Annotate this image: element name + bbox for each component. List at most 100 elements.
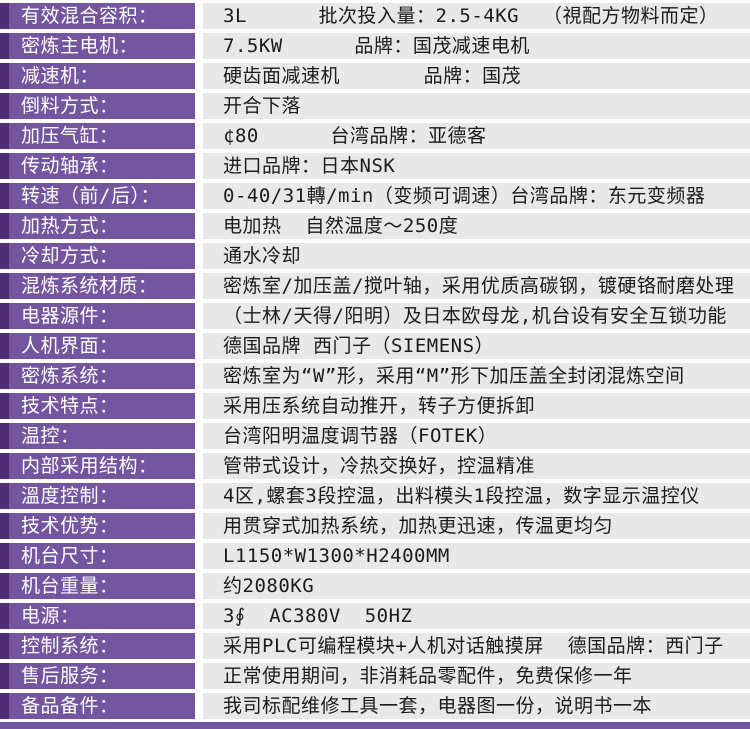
column-divider (195, 573, 203, 599)
table-row: 机台尺寸： L1150*W1300*H2400MM (0, 543, 750, 569)
column-divider (195, 33, 203, 59)
table-row: 加压气缸： ¢80 台湾品牌：亚德客 (0, 123, 750, 149)
table-row: 技术优势： 用贯穿式加热系统，加热更迅速，传温更均匀 (0, 513, 750, 539)
spec-value-cell: 管带式设计，冷热交换好，控温精准 (203, 453, 750, 479)
spec-value-cell: 3∮ AC380V 50HZ (203, 603, 750, 629)
spec-value-cell: 0-40/31轉/min（变频可调速）台湾品牌：东元变频器 (203, 183, 750, 209)
spec-value-cell: 采用压系统自动推开，转子方便拆卸 (203, 393, 750, 419)
table-row: 转速（前/后）： 0-40/31轉/min（变频可调速）台湾品牌：东元变频器 (0, 183, 750, 209)
spec-label-text: 温控： (21, 425, 80, 447)
column-divider (195, 93, 203, 119)
spec-value-text: 约2080KG (223, 575, 315, 597)
spec-label-text: 人机界面： (21, 335, 119, 357)
spec-value-text: 4区,螺套3段控温，出料模头1段控温，数字显示温控仪 (223, 485, 700, 507)
spec-label-cell: 电器源件： (0, 303, 195, 329)
table-row: 人机界面： 德国品牌 西门子（SIEMENS） (0, 333, 750, 359)
spec-label-text: 溫度控制： (21, 485, 119, 507)
column-divider (195, 633, 203, 659)
spec-value-cell: 通水冷却 (203, 243, 750, 269)
column-divider (195, 303, 203, 329)
spec-label-text: 电源： (21, 605, 80, 627)
spec-label-text: 冷却方式： (21, 245, 119, 267)
column-divider (195, 663, 203, 689)
spec-value-text: 我司标配维修工具一套，电器图一份，说明书一本 (223, 695, 653, 717)
spec-label-text: 加压气缸： (21, 125, 119, 147)
bottom-accent-bar (0, 722, 750, 729)
spec-label-cell: 机台尺寸： (0, 543, 195, 569)
spec-value-cell: 德国品牌 西门子（SIEMENS） (203, 333, 750, 359)
spec-label-text: 机台尺寸： (21, 545, 119, 567)
spec-label-text: 转速（前/后）： (21, 185, 160, 207)
column-divider (195, 153, 203, 179)
column-divider (195, 333, 203, 359)
spec-value-cell: 4区,螺套3段控温，出料模头1段控温，数字显示温控仪 (203, 483, 750, 509)
spec-value-cell: ¢80 台湾品牌：亚德客 (203, 123, 750, 149)
spec-value-text: 德国品牌 西门子（SIEMENS） (223, 335, 495, 357)
spec-label-text: 机台重量： (21, 575, 119, 597)
spec-value-text: 3∮ AC380V 50HZ (223, 605, 413, 627)
spec-value-cell: 用贯穿式加热系统，加热更迅速，传温更均匀 (203, 513, 750, 539)
spec-value-cell: 进口品牌：日本NSK (203, 153, 750, 179)
column-divider (195, 273, 203, 299)
spec-label-cell: 传动轴承： (0, 153, 195, 179)
spec-value-text: 硬齿面减速机 品牌：国茂 (223, 65, 522, 87)
spec-label-cell: 冷却方式： (0, 243, 195, 269)
spec-value-text: ¢80 台湾品牌：亚德客 (223, 125, 487, 147)
spec-value-text: 台湾阳明温度调节器（FOTEK） (223, 425, 498, 447)
spec-label-text: 内部采用结构： (21, 455, 158, 477)
spec-label-text: 密炼系统： (21, 365, 119, 387)
spec-value-text: 通水冷却 (223, 245, 302, 267)
spec-label-text: 技术特点： (21, 395, 119, 417)
spec-label-text: 有效混合容积： (21, 5, 158, 27)
spec-label-cell: 备品备件： (0, 693, 195, 719)
spec-value-cell: 3L 批次投入量：2.5-4KG （視配方物料而定） (203, 3, 750, 29)
spec-label-text: 控制系统： (21, 635, 119, 657)
column-divider (195, 453, 203, 479)
column-divider (195, 363, 203, 389)
spec-label-cell: 技术特点： (0, 393, 195, 419)
table-row: 技术特点： 采用压系统自动推开，转子方便拆卸 (0, 393, 750, 419)
spec-value-cell: 采用PLC可编程模块+人机对话触摸屏 德国品牌：西门子 (203, 633, 750, 659)
spec-label-cell: 加热方式： (0, 213, 195, 239)
spec-value-text: （士林/天得/阳明）及日本欧母龙,机台设有安全互锁功能 (223, 305, 727, 327)
table-row: 密炼系统： 密炼室为“W”形，采用“M”形下加压盖全封闭混炼空间 (0, 363, 750, 389)
spec-label-text: 密炼主电机： (21, 35, 139, 57)
spec-label-cell: 溫度控制： (0, 483, 195, 509)
spec-value-text: 采用PLC可编程模块+人机对话触摸屏 德国品牌：西门子 (223, 635, 724, 657)
spec-label-cell: 倒料方式： (0, 93, 195, 119)
table-row: 控制系统： 采用PLC可编程模块+人机对话触摸屏 德国品牌：西门子 (0, 633, 750, 659)
table-row: 混炼系统材质： 密炼室/加压盖/搅叶轴，采用优质高碳钢，镀硬铬耐磨处理 (0, 273, 750, 299)
spec-value-text: 0-40/31轉/min（变频可调速）台湾品牌：东元变频器 (223, 185, 706, 207)
spec-label-text: 售后服务： (21, 665, 119, 687)
spec-value-cell: 电加热 自然温度～250度 (203, 213, 750, 239)
table-row: 机台重量： 约2080KG (0, 573, 750, 599)
spec-value-cell: L1150*W1300*H2400MM (203, 543, 750, 569)
column-divider (195, 63, 203, 89)
spec-value-text: 用贯穿式加热系统，加热更迅速，传温更均匀 (223, 515, 614, 537)
table-row: 内部采用结构： 管带式设计，冷热交换好，控温精准 (0, 453, 750, 479)
spec-label-text: 备品备件： (21, 695, 119, 717)
spec-label-cell: 人机界面： (0, 333, 195, 359)
spec-label-cell: 电源： (0, 603, 195, 629)
spec-value-text: 采用压系统自动推开，转子方便拆卸 (223, 395, 536, 417)
table-row: 密炼主电机： 7.5KW 品牌：国茂减速电机 (0, 33, 750, 59)
spec-label-text: 传动轴承： (21, 155, 119, 177)
spec-value-cell: 约2080KG (203, 573, 750, 599)
table-row: 传动轴承： 进口品牌：日本NSK (0, 153, 750, 179)
spec-value-text: 3L 批次投入量：2.5-4KG （視配方物料而定） (223, 5, 719, 27)
spec-label-cell: 转速（前/后）： (0, 183, 195, 209)
spec-label-text: 技术优势： (21, 515, 119, 537)
column-divider (195, 393, 203, 419)
column-divider (195, 213, 203, 239)
table-row: 售后服务： 正常使用期间，非消耗品零配件，免费保修一年 (0, 663, 750, 689)
spec-value-text: 密炼室为“W”形，采用“M”形下加压盖全封闭混炼空间 (223, 365, 685, 387)
spec-value-text: 7.5KW 品牌：国茂减速电机 (223, 35, 530, 57)
table-row: 有效混合容积： 3L 批次投入量：2.5-4KG （視配方物料而定） (0, 3, 750, 29)
spec-label-text: 加热方式： (21, 215, 119, 237)
spec-label-cell: 密炼系统： (0, 363, 195, 389)
spec-value-text: 电加热 自然温度～250度 (223, 215, 459, 237)
spec-value-text: 密炼室/加压盖/搅叶轴，采用优质高碳钢，镀硬铬耐磨处理 (223, 275, 735, 297)
table-row: 冷却方式： 通水冷却 (0, 243, 750, 269)
spec-value-cell: 正常使用期间，非消耗品零配件，免费保修一年 (203, 663, 750, 689)
spec-value-cell: 密炼室为“W”形，采用“M”形下加压盖全封闭混炼空间 (203, 363, 750, 389)
